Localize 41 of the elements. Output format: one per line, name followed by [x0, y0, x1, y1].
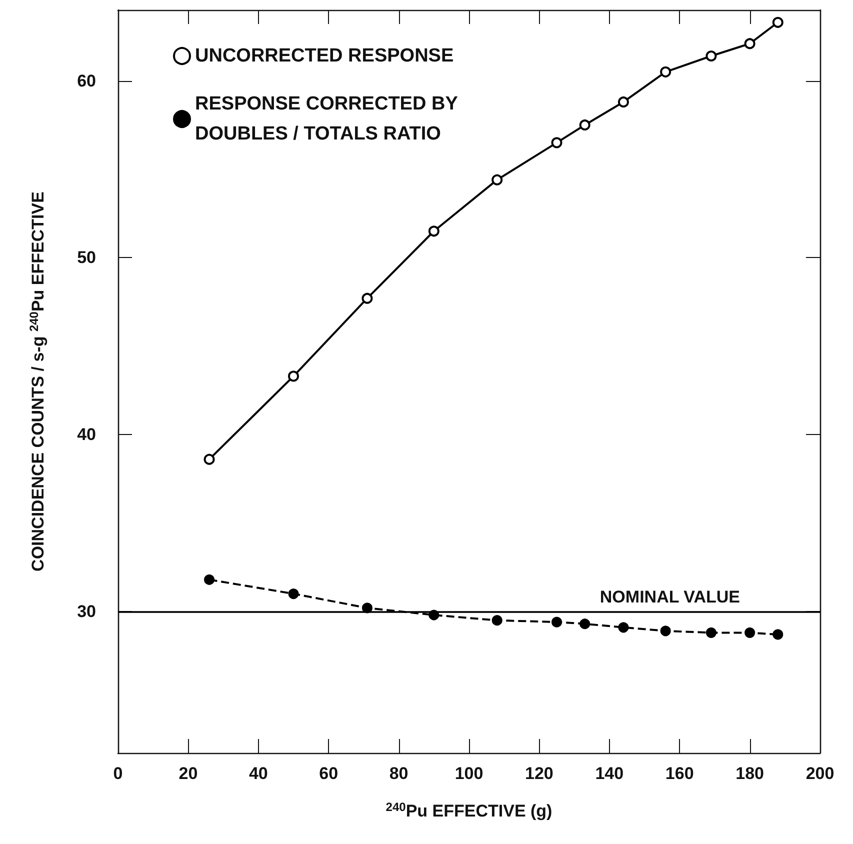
point — [579, 119, 590, 130]
y-tick-label: 30 — [77, 602, 96, 621]
x-tick-label: 60 — [319, 764, 338, 783]
point — [618, 96, 629, 108]
point — [618, 622, 629, 633]
point — [551, 137, 562, 148]
x-tick-label: 40 — [248, 764, 268, 783]
x-tick-label: 160 — [665, 764, 694, 783]
y-tick-label: 40 — [77, 425, 96, 444]
point — [428, 226, 440, 237]
x-tick-label: 180 — [736, 764, 764, 783]
y-axis-title: COINCIDENCE COUNTS / s-g 240Pu EFFECTIVE — [27, 192, 48, 572]
point — [552, 616, 562, 628]
point — [362, 292, 373, 304]
point — [660, 66, 672, 78]
x-tick-label: 80 — [389, 764, 408, 783]
legend-label: UNCORRECTED RESPONSE — [195, 46, 454, 66]
point — [772, 629, 784, 640]
x-tick-label: 140 — [595, 764, 624, 783]
point — [706, 50, 717, 62]
legend-label: RESPONSE CORRECTED BY DOUBLES / TOTALS RATIO — [195, 94, 463, 144]
point — [706, 627, 716, 638]
y-tick-label: 50 — [77, 248, 96, 268]
point — [288, 588, 299, 600]
y-tick-label: 60 — [77, 71, 96, 90]
point — [660, 626, 671, 636]
x-tick-label: 200 — [806, 764, 834, 783]
point — [492, 615, 502, 626]
x-tick-label: 0 — [113, 764, 123, 783]
point — [204, 454, 215, 465]
point — [492, 174, 503, 186]
x-tick-label: 100 — [454, 764, 484, 783]
x-tick-label: 120 — [525, 764, 554, 783]
x-tick-label: 20 — [178, 764, 198, 783]
point — [744, 627, 756, 638]
point — [744, 38, 756, 50]
point — [288, 370, 299, 382]
ref-line-label: NOMINAL VALUE — [600, 587, 740, 606]
point — [772, 16, 784, 28]
point — [580, 618, 590, 630]
point — [204, 574, 215, 585]
